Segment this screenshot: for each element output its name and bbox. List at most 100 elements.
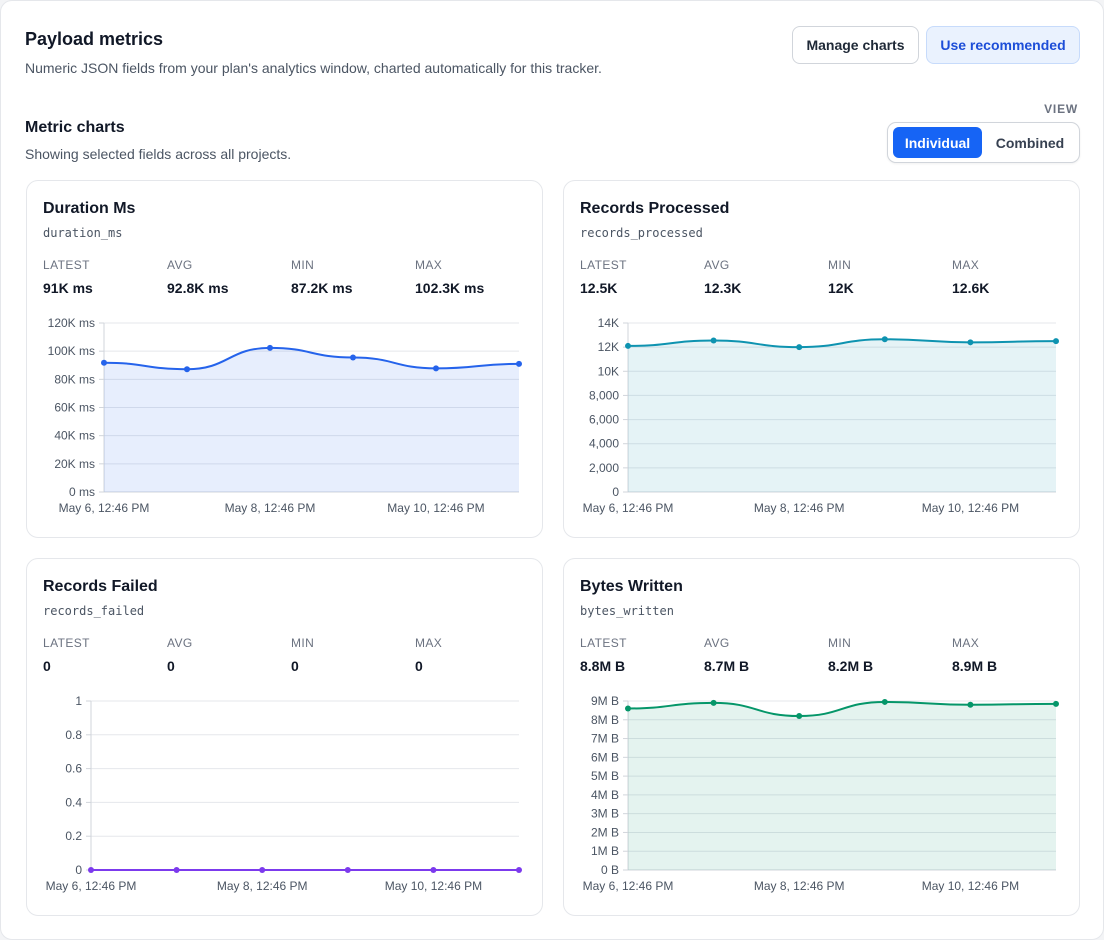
x-tick-label: May 10, 12:46 PM [387, 501, 484, 515]
y-tick-label: 2,000 [589, 461, 619, 475]
y-tick-label: 120K ms [48, 316, 95, 330]
data-point [516, 867, 522, 873]
y-tick-label: 6,000 [589, 413, 619, 427]
card-field-key: records_processed [580, 226, 703, 240]
series-line [103, 346, 520, 371]
data-point [430, 867, 437, 873]
data-point [796, 713, 803, 720]
view-combined-option[interactable]: Combined [995, 134, 1065, 151]
y-tick-label: 20K ms [54, 457, 95, 471]
y-tick-label: 4,000 [589, 437, 619, 451]
data-point [101, 359, 107, 366]
card-title: Duration Ms [43, 200, 136, 217]
y-tick-label: 12K [598, 340, 619, 354]
stat-label: MIN [291, 636, 315, 650]
y-tick-label: 10K [598, 364, 619, 378]
x-tick-label: May 10, 12:46 PM [922, 879, 1019, 893]
card-title: Bytes Written [580, 578, 683, 595]
stat-value: 12.6K [952, 280, 990, 296]
stat-value: 12.3K [704, 280, 742, 296]
stat-label: AVG [704, 258, 730, 272]
stat-label: MIN [291, 258, 315, 272]
bytes-written-chart: 0 B 1M B 2M B 3M B 4M B 5M B 6M B 7M B 8M B 9M B M… [583, 694, 1059, 893]
stat-value: 91K ms [43, 280, 93, 296]
stat-avg: AVG 12.3K [704, 258, 824, 296]
stat-label: AVG [167, 258, 193, 272]
series-area [104, 347, 519, 492]
metric-card-bytes-written: Bytes Written bytes_written LATEST 8.8M B… [563, 558, 1080, 916]
x-tick-label: May 6, 12:46 PM [583, 501, 674, 515]
x-tick-label: May 10, 12:46 PM [922, 501, 1019, 515]
stat-value: 8.2M B [828, 658, 874, 674]
y-tick-label: 60K ms [54, 401, 95, 415]
y-tick-label: 2M B [591, 825, 619, 839]
stat-value: 87.2K ms [291, 280, 353, 296]
page-subtitle: Numeric JSON fields from your plan's ana… [25, 60, 602, 76]
y-tick-label: 0.8 [65, 728, 82, 742]
data-point [344, 867, 351, 873]
data-point [967, 339, 974, 346]
stat-max: MAX 8.9M B [952, 636, 1072, 674]
data-point [173, 867, 180, 873]
y-tick-label: 0 B [601, 863, 619, 877]
series-area [628, 701, 1056, 870]
page-title: Payload metrics [25, 29, 164, 49]
stat-value: 8.8M B [580, 658, 626, 674]
y-tick-label: 7M B [591, 732, 619, 746]
stat-min: MIN 12K [828, 258, 948, 296]
view-individual-option[interactable]: Individual [893, 127, 982, 158]
stat-label: LATEST [580, 258, 627, 272]
data-point [1053, 338, 1059, 345]
stat-label: MIN [828, 636, 852, 650]
stat-value: 8.7M B [704, 658, 750, 674]
manage-charts-button[interactable]: Manage charts [792, 26, 919, 64]
y-tick-label: 5M B [591, 769, 619, 783]
data-point [881, 336, 888, 343]
stat-value: 102.3K ms [415, 280, 485, 296]
metric-card-records-processed: Records Processed records_processed LATE… [563, 180, 1080, 538]
y-tick-label: 1 [75, 694, 82, 708]
stat-label: LATEST [43, 258, 90, 272]
y-tick-label: 8M B [591, 713, 619, 727]
view-toggle: Individual Combined [887, 122, 1080, 163]
stat-label: MAX [415, 636, 443, 650]
x-tick-label: May 8, 12:46 PM [225, 501, 316, 515]
data-point [184, 366, 190, 373]
view-label: VIEW [1044, 102, 1078, 116]
stat-label: LATEST [43, 636, 90, 650]
y-tick-label: 40K ms [54, 429, 95, 443]
stat-value: 0 [415, 658, 423, 674]
y-tick-label: 14K [598, 316, 619, 330]
data-point [710, 337, 717, 344]
x-tick-label: May 8, 12:46 PM [754, 501, 845, 515]
metric-card-records-failed: Records Failed records_failed LATEST 0 AV… [26, 558, 543, 916]
stat-avg: AVG 0 [167, 636, 287, 674]
use-recommended-button[interactable]: Use recommended [926, 26, 1080, 64]
y-tick-label: 100K ms [48, 344, 95, 358]
x-tick-label: May 8, 12:46 PM [754, 879, 845, 893]
stat-value: 8.9M B [952, 658, 998, 674]
stat-max: MAX 12.6K [952, 258, 1072, 296]
stat-min: MIN 8.2M B [828, 636, 948, 674]
stat-max: MAX 0 [415, 636, 535, 674]
stat-avg: AVG 8.7M B [704, 636, 824, 674]
series-line [627, 700, 1057, 718]
stat-value: 12.5K [580, 280, 618, 296]
card-title: Records Failed [43, 578, 158, 595]
card-field-key: records_failed [43, 604, 145, 618]
series-line [627, 338, 1057, 349]
data-point [433, 365, 439, 372]
y-tick-label: 0 ms [69, 485, 95, 499]
stat-value: 0 [167, 658, 175, 674]
stat-label: AVG [704, 636, 730, 650]
data-point [1053, 700, 1059, 707]
y-tick-label: 80K ms [54, 372, 95, 386]
y-tick-label: 8,000 [589, 388, 619, 402]
stat-latest: LATEST 12.5K [580, 258, 700, 296]
data-point [796, 344, 803, 351]
x-tick-label: May 6, 12:46 PM [46, 879, 137, 893]
card-title: Records Processed [580, 200, 730, 217]
stat-value: 12K [828, 280, 854, 296]
stat-latest: LATEST 0 [43, 636, 163, 674]
